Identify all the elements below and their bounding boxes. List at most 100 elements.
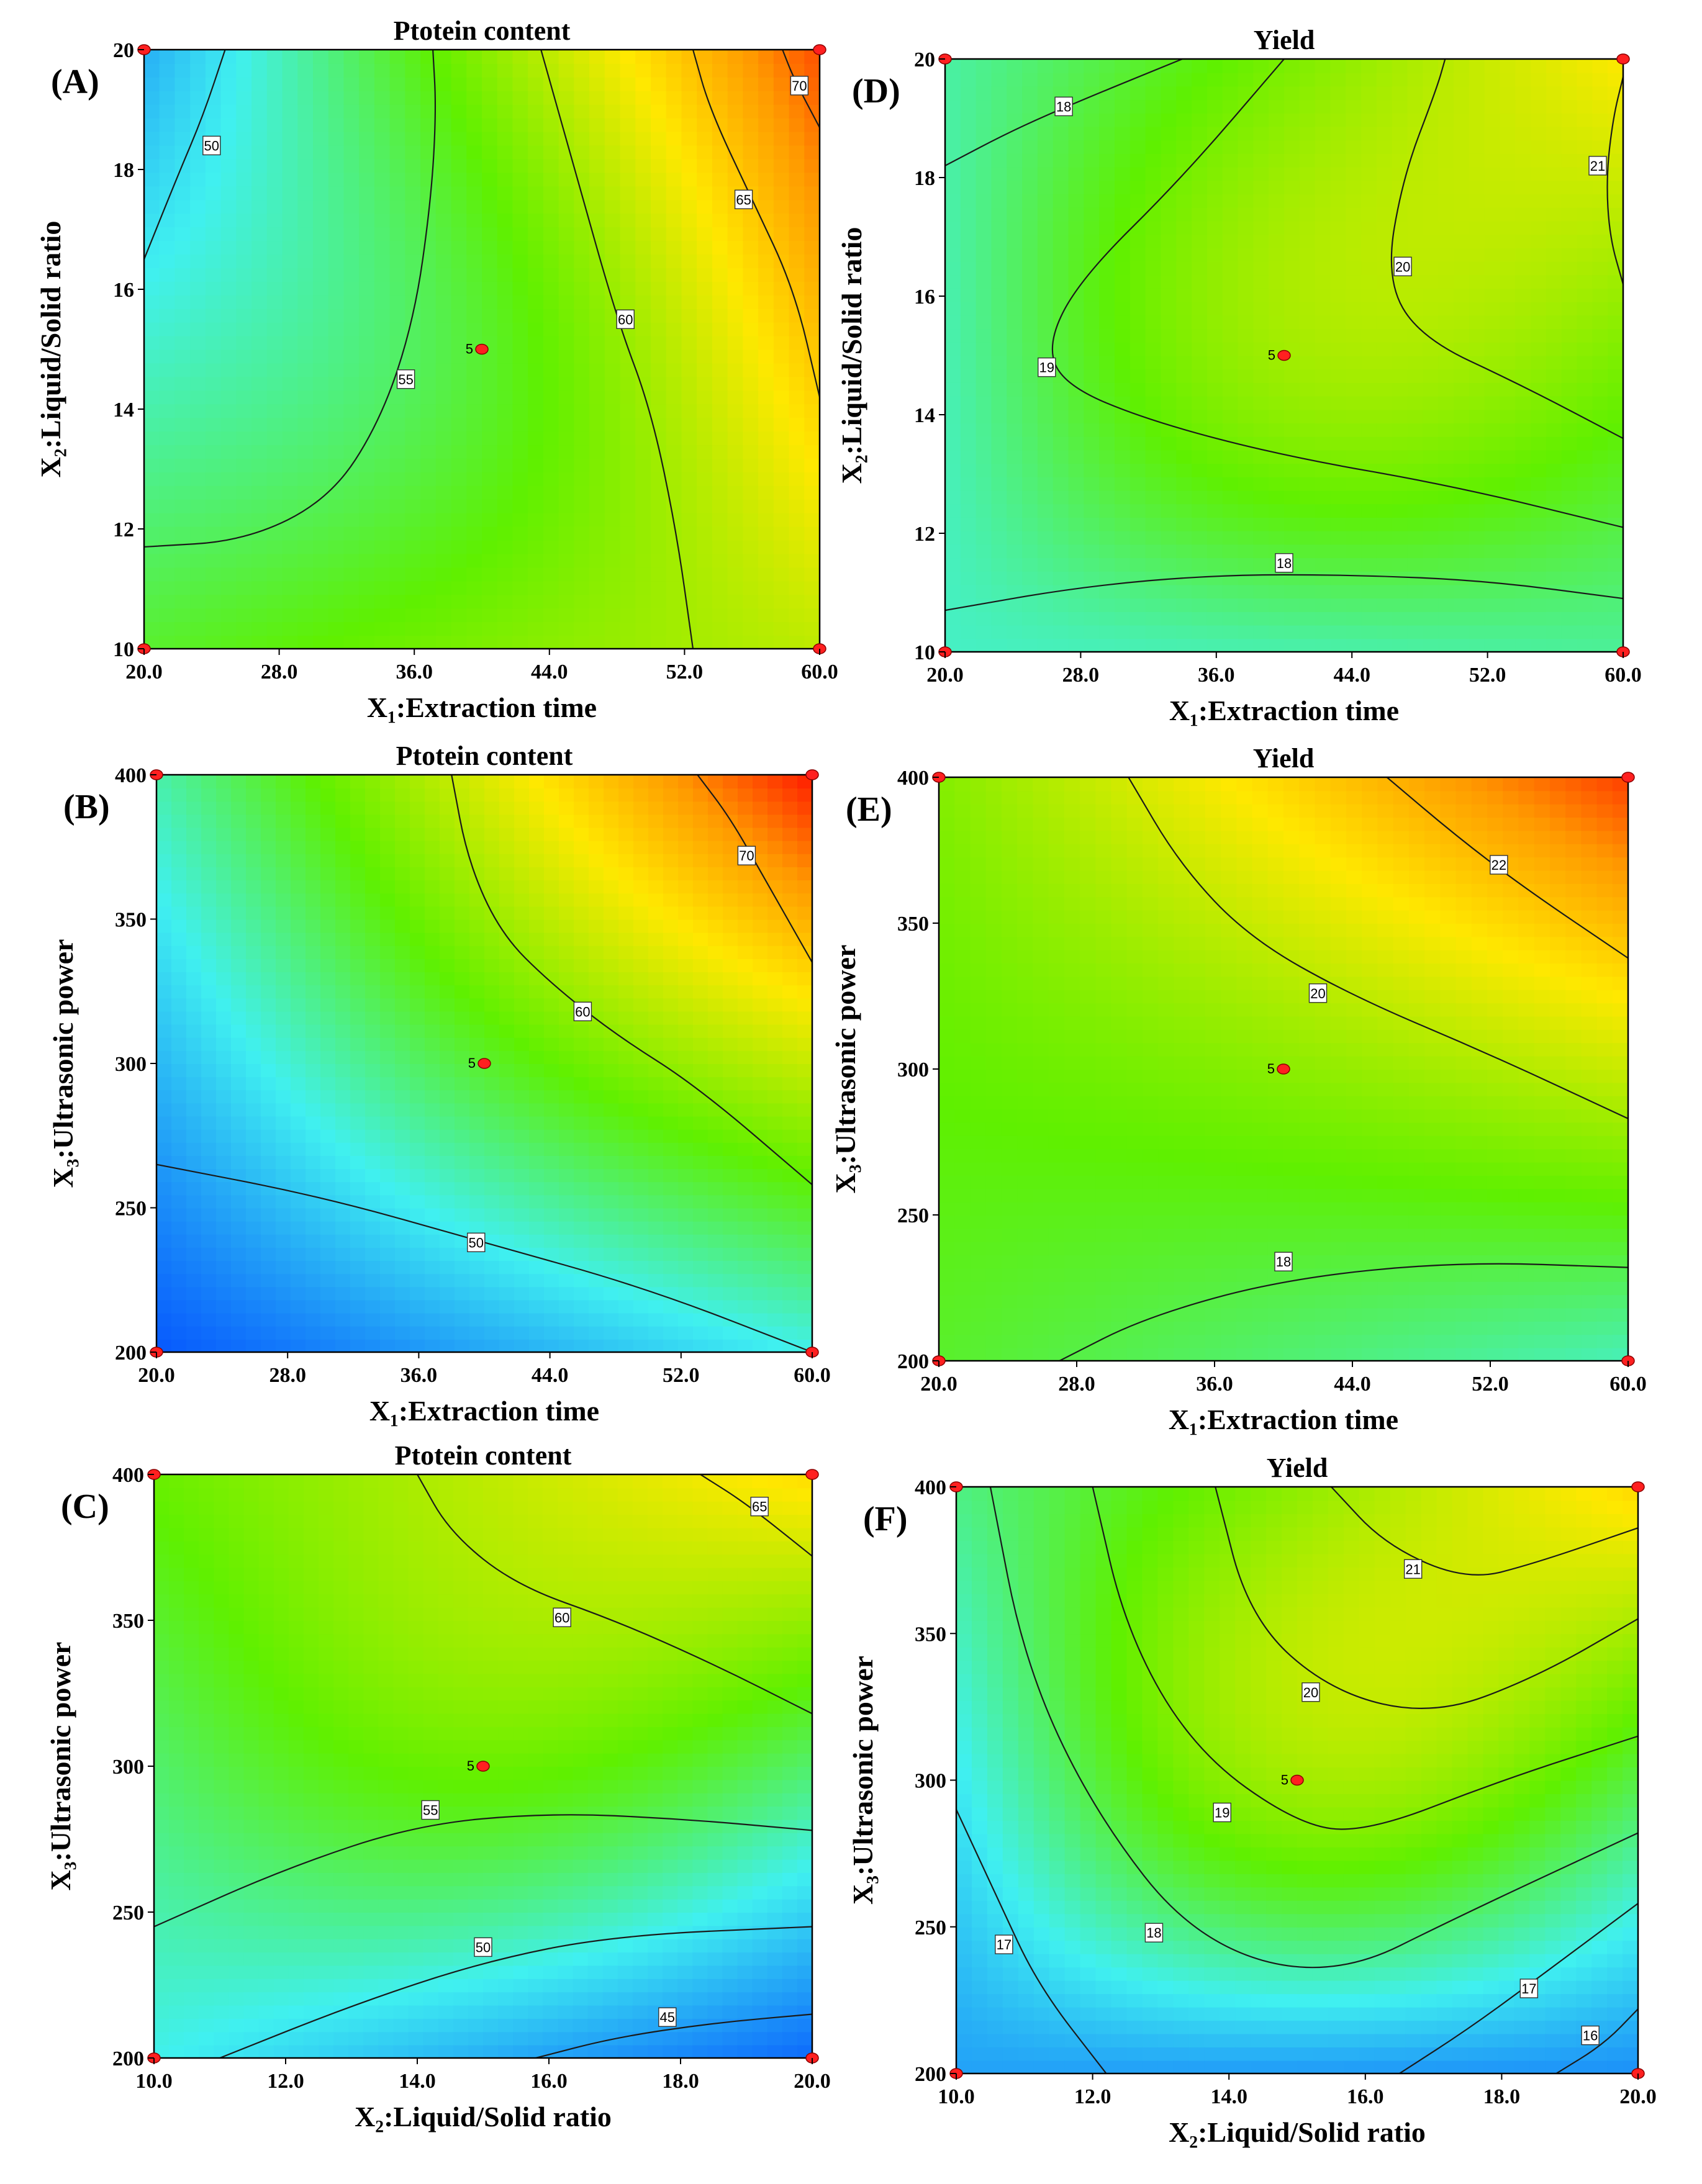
svg-text:50: 50 bbox=[204, 138, 219, 153]
x-tick-label: 44.0 bbox=[1333, 664, 1370, 687]
contour-label-19: 19 bbox=[1038, 357, 1056, 377]
contour-panel-d: 18 19 20 21 18 5 20.0 28.0 36.0 44.0 52.0 60.0 10 12 1… bbox=[836, 25, 1642, 726]
chart-title: Yield bbox=[1254, 25, 1315, 55]
contour-line-50 bbox=[219, 1926, 812, 2058]
chart-title: Yield bbox=[1267, 1453, 1328, 1483]
center-point-replicate-label: 5 bbox=[466, 341, 473, 357]
x-tick-label: 16.0 bbox=[530, 2070, 568, 2093]
x-tick-label: 44.0 bbox=[532, 1364, 569, 1387]
contour-line-21 bbox=[1331, 1487, 1638, 1576]
contour-line-19 bbox=[1092, 1487, 1638, 1830]
design-point bbox=[1631, 1481, 1645, 1492]
y-tick-label: 250 bbox=[897, 1204, 929, 1227]
x-tick-label: 20.0 bbox=[1619, 2085, 1657, 2108]
contour-label-55: 55 bbox=[421, 1800, 440, 1820]
contour-label-65: 65 bbox=[734, 189, 753, 209]
center-point-replicate-label: 5 bbox=[1267, 1061, 1275, 1076]
x-tick-label: 18.0 bbox=[662, 2070, 699, 2093]
contour-label-20: 20 bbox=[1308, 983, 1328, 1003]
x-tick-label: 20.0 bbox=[920, 1373, 957, 1396]
panel-label: (E) bbox=[846, 790, 892, 829]
panel-label: (F) bbox=[863, 1500, 908, 1538]
contour-panel-a: 50 55 60 65 70 5 20.0 28.0 36.0 44.0 52.0 60.0 10 12 1… bbox=[35, 16, 838, 723]
contour-label-20: 20 bbox=[1393, 256, 1412, 276]
y-tick-label: 16 bbox=[113, 279, 134, 302]
svg-text:70: 70 bbox=[792, 78, 807, 94]
contour-label-18: 18 bbox=[1144, 1923, 1164, 1943]
design-point bbox=[1616, 53, 1630, 65]
contour-line-20 bbox=[1128, 777, 1628, 1119]
x-tick-label: 44.0 bbox=[1334, 1373, 1371, 1396]
contour-label-55: 55 bbox=[396, 369, 415, 389]
y-axis-label: X₂:Liquid/Solid ratio bbox=[836, 227, 867, 484]
y-tick-label: 400 bbox=[115, 764, 147, 787]
contour-label-21: 21 bbox=[1403, 1559, 1423, 1579]
y-axis-label: X₃:Ultrasonic power bbox=[830, 945, 861, 1194]
contour-line-60 bbox=[451, 775, 812, 1186]
x-axis-label: X₁:Extraction time bbox=[1169, 695, 1399, 726]
y-tick-label: 300 bbox=[112, 1756, 144, 1779]
svg-text:60: 60 bbox=[618, 312, 633, 327]
x-tick-label: 60.0 bbox=[794, 1364, 831, 1387]
x-axis-label: X₁:Extraction time bbox=[367, 692, 597, 723]
contour-label-17: 17 bbox=[1519, 1979, 1539, 1998]
y-tick-label: 200 bbox=[897, 1350, 929, 1373]
contour-line-18 bbox=[945, 59, 1183, 166]
y-tick-label: 10 bbox=[914, 641, 935, 664]
y-tick-label: 400 bbox=[112, 1464, 144, 1487]
design-point bbox=[813, 44, 826, 55]
chart-title: Ptotein content bbox=[395, 1440, 572, 1471]
y-tick-label: 200 bbox=[112, 2047, 144, 2070]
y-tick-label: 300 bbox=[915, 1770, 946, 1793]
center-point-replicate-label: 5 bbox=[467, 1758, 474, 1774]
contour-line-18 bbox=[945, 574, 1623, 611]
center-point-replicate-label: 5 bbox=[1268, 348, 1275, 363]
y-tick-label: 350 bbox=[915, 1623, 946, 1646]
design-point bbox=[1621, 772, 1635, 783]
x-tick-label: 10.0 bbox=[938, 2085, 975, 2108]
svg-text:19: 19 bbox=[1039, 360, 1054, 376]
surface-fill bbox=[945, 59, 1623, 652]
y-tick-label: 14 bbox=[113, 399, 134, 422]
x-axis-label: X₁:Extraction time bbox=[369, 1395, 599, 1427]
x-tick-label: 28.0 bbox=[269, 1364, 306, 1387]
surface-fill bbox=[156, 775, 812, 1352]
y-tick-label: 10 bbox=[113, 638, 134, 661]
x-tick-label: 36.0 bbox=[1196, 1373, 1233, 1396]
y-axis-label: X₃:Ultrasonic power bbox=[47, 939, 79, 1188]
x-tick-label: 14.0 bbox=[399, 2070, 436, 2093]
y-tick-label: 18 bbox=[113, 159, 134, 182]
panel-label: (B) bbox=[63, 788, 110, 826]
x-tick-label: 18.0 bbox=[1483, 2085, 1521, 2108]
y-tick-label: 200 bbox=[915, 2063, 946, 2086]
contour-line-22 bbox=[1386, 777, 1628, 959]
x-tick-label: 28.0 bbox=[261, 661, 298, 684]
design-point bbox=[805, 1469, 819, 1480]
x-tick-label: 36.0 bbox=[401, 1364, 438, 1387]
svg-text:20: 20 bbox=[1395, 259, 1410, 274]
contour-panel-e: 18 20 22 5 20.0 28.0 36.0 44.0 52.0 60.0 200 250 300… bbox=[830, 743, 1647, 1435]
chart-title: Ptotein content bbox=[396, 741, 573, 771]
y-tick-label: 300 bbox=[115, 1053, 147, 1076]
contour-line-65 bbox=[700, 1474, 812, 1557]
contour-line-70 bbox=[782, 50, 820, 128]
design-point bbox=[1277, 1063, 1290, 1075]
contour-label-50: 50 bbox=[474, 1937, 492, 1957]
x-tick-label: 12.0 bbox=[267, 2070, 304, 2093]
contour-label-21: 21 bbox=[1588, 156, 1607, 176]
contour-label-18: 18 bbox=[1274, 1252, 1293, 1271]
x-tick-label: 52.0 bbox=[666, 661, 704, 684]
svg-text:21: 21 bbox=[1590, 158, 1605, 174]
x-tick-label: 20.0 bbox=[125, 661, 163, 684]
contour-line-20 bbox=[1390, 59, 1623, 440]
y-tick-label: 20 bbox=[113, 39, 134, 62]
contour-label-18: 18 bbox=[1054, 96, 1073, 117]
contour-line-18 bbox=[989, 1487, 1638, 1969]
panel-label: (A) bbox=[51, 63, 99, 101]
contour-line-50 bbox=[156, 1163, 812, 1352]
y-tick-label: 250 bbox=[915, 1916, 946, 1939]
contour-label-18: 18 bbox=[1275, 553, 1293, 573]
x-tick-label: 20.0 bbox=[138, 1364, 175, 1387]
y-tick-label: 250 bbox=[112, 1902, 144, 1925]
contour-panel-b: 50 60 70 5 20.0 28.0 36.0 44.0 52.0 60.0 200 250 300… bbox=[47, 741, 831, 1427]
